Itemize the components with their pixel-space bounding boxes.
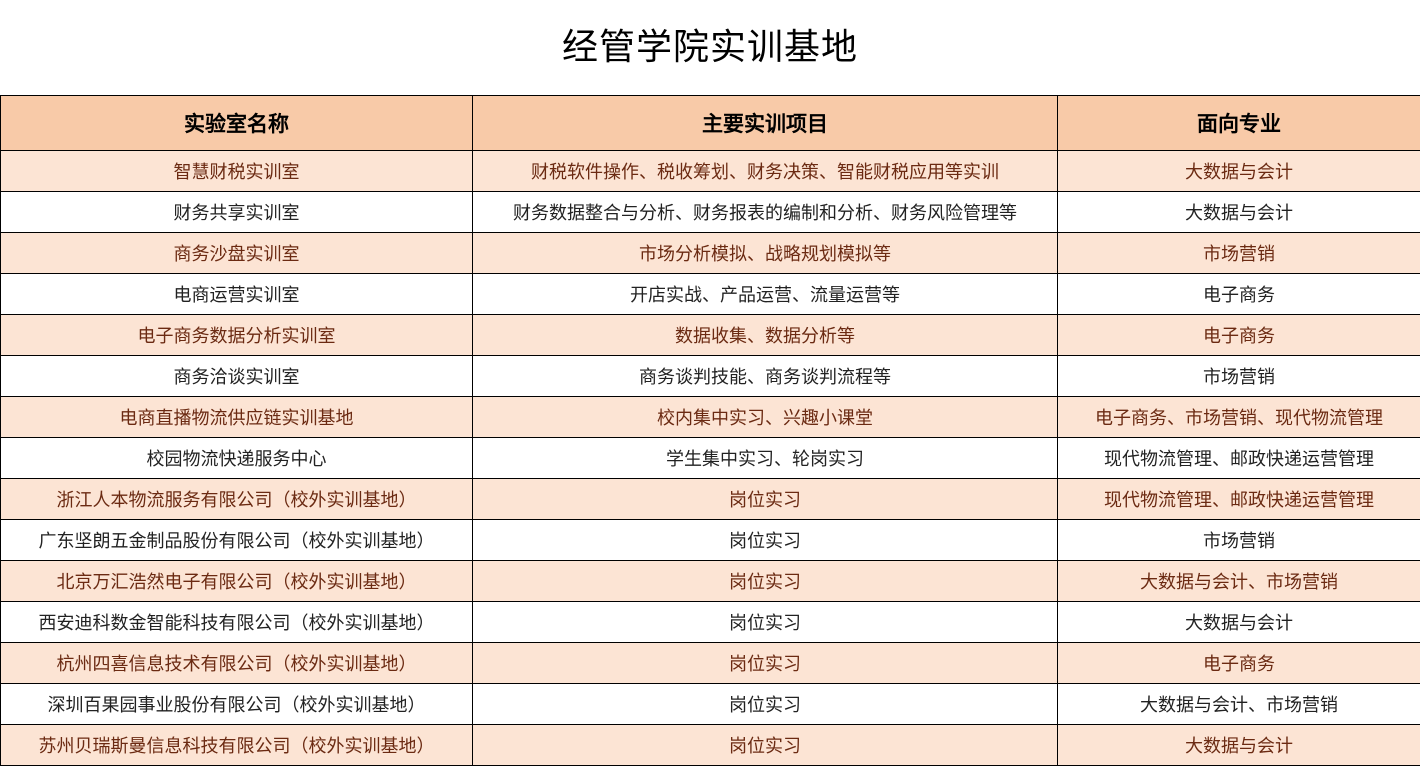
- header-lab-name: 实验室名称: [0, 95, 473, 151]
- training-projects-cell: 学生集中实习、轮岗实习: [472, 437, 1058, 479]
- table-row: 北京万汇浩然电子有限公司（校外实训基地） 岗位实习 大数据与会计、市场营销: [0, 560, 1420, 602]
- table-row: 智慧财税实训室 财税软件操作、税收筹划、财务决策、智能财税应用等实训 大数据与会计: [0, 150, 1420, 192]
- lab-name-cell: 商务洽谈实训室: [0, 355, 473, 397]
- majors-cell: 现代物流管理、邮政快递运营管理: [1057, 478, 1420, 520]
- majors-cell: 电子商务: [1057, 642, 1420, 684]
- lab-name-cell: 电商直播物流供应链实训基地: [0, 396, 473, 438]
- lab-name-cell: 深圳百果园事业股份有限公司（校外实训基地）: [0, 683, 473, 725]
- table-row: 电商运营实训室 开店实战、产品运营、流量运营等 电子商务: [0, 273, 1420, 315]
- table-row: 商务沙盘实训室 市场分析模拟、战略规划模拟等 市场营销: [0, 232, 1420, 274]
- majors-cell: 大数据与会计、市场营销: [1057, 560, 1420, 602]
- training-projects-cell: 校内集中实习、兴趣小课堂: [472, 396, 1058, 438]
- training-projects-cell: 数据收集、数据分析等: [472, 314, 1058, 356]
- lab-name-cell: 校园物流快递服务中心: [0, 437, 473, 479]
- lab-name-cell: 智慧财税实训室: [0, 150, 473, 192]
- majors-cell: 大数据与会计: [1057, 150, 1420, 192]
- training-projects-cell: 岗位实习: [472, 683, 1058, 725]
- table-row: 电商直播物流供应链实训基地 校内集中实习、兴趣小课堂 电子商务、市场营销、现代物流管…: [0, 396, 1420, 438]
- training-projects-cell: 财务数据整合与分析、财务报表的编制和分析、财务风险管理等: [472, 191, 1058, 233]
- majors-cell: 电子商务: [1057, 273, 1420, 315]
- training-projects-cell: 商务谈判技能、商务谈判流程等: [472, 355, 1058, 397]
- header-majors: 面向专业: [1057, 95, 1420, 151]
- table-row: 广东坚朗五金制品股份有限公司（校外实训基地） 岗位实习 市场营销: [0, 519, 1420, 561]
- lab-name-cell: 电商运营实训室: [0, 273, 473, 315]
- training-projects-cell: 岗位实习: [472, 519, 1058, 561]
- table-row: 电子商务数据分析实训室 数据收集、数据分析等 电子商务: [0, 314, 1420, 356]
- lab-name-cell: 商务沙盘实训室: [0, 232, 473, 274]
- lab-name-cell: 浙江人本物流服务有限公司（校外实训基地）: [0, 478, 473, 520]
- majors-cell: 市场营销: [1057, 519, 1420, 561]
- majors-cell: 大数据与会计: [1057, 601, 1420, 643]
- training-projects-cell: 岗位实习: [472, 724, 1058, 766]
- lab-name-cell: 苏州贝瑞斯曼信息科技有限公司（校外实训基地）: [0, 724, 473, 766]
- table-row: 杭州四喜信息技术有限公司（校外实训基地） 岗位实习 电子商务: [0, 642, 1420, 684]
- table-row: 商务洽谈实训室 商务谈判技能、商务谈判流程等 市场营销: [0, 355, 1420, 397]
- training-projects-cell: 岗位实习: [472, 560, 1058, 602]
- lab-name-cell: 电子商务数据分析实训室: [0, 314, 473, 356]
- training-projects-cell: 岗位实习: [472, 601, 1058, 643]
- table-row: 浙江人本物流服务有限公司（校外实训基地） 岗位实习 现代物流管理、邮政快递运营管理: [0, 478, 1420, 520]
- table-row: 苏州贝瑞斯曼信息科技有限公司（校外实训基地） 岗位实习 大数据与会计: [0, 724, 1420, 766]
- majors-cell: 现代物流管理、邮政快递运营管理: [1057, 437, 1420, 479]
- lab-name-cell: 杭州四喜信息技术有限公司（校外实训基地）: [0, 642, 473, 684]
- majors-cell: 大数据与会计: [1057, 191, 1420, 233]
- training-projects-cell: 财税软件操作、税收筹划、财务决策、智能财税应用等实训: [472, 150, 1058, 192]
- table-row: 西安迪科数金智能科技有限公司（校外实训基地） 岗位实习 大数据与会计: [0, 601, 1420, 643]
- table-row: 深圳百果园事业股份有限公司（校外实训基地） 岗位实习 大数据与会计、市场营销: [0, 683, 1420, 725]
- training-base-table: 实验室名称 主要实训项目 面向专业 智慧财税实训室 财税软件操作、税收筹划、财务决…: [0, 95, 1420, 766]
- training-projects-cell: 岗位实习: [472, 478, 1058, 520]
- majors-cell: 大数据与会计、市场营销: [1057, 683, 1420, 725]
- majors-cell: 电子商务: [1057, 314, 1420, 356]
- table-row: 校园物流快递服务中心 学生集中实习、轮岗实习 现代物流管理、邮政快递运营管理: [0, 437, 1420, 479]
- training-projects-cell: 岗位实习: [472, 642, 1058, 684]
- majors-cell: 市场营销: [1057, 232, 1420, 274]
- lab-name-cell: 北京万汇浩然电子有限公司（校外实训基地）: [0, 560, 473, 602]
- majors-cell: 市场营销: [1057, 355, 1420, 397]
- table-row: 财务共享实训室 财务数据整合与分析、财务报表的编制和分析、财务风险管理等 大数据与会…: [0, 191, 1420, 233]
- lab-name-cell: 广东坚朗五金制品股份有限公司（校外实训基地）: [0, 519, 473, 561]
- page-title: 经管学院实训基地: [561, 27, 858, 68]
- lab-name-cell: 西安迪科数金智能科技有限公司（校外实训基地）: [0, 601, 473, 643]
- training-projects-cell: 开店实战、产品运营、流量运营等: [472, 273, 1058, 315]
- majors-cell: 电子商务、市场营销、现代物流管理: [1057, 396, 1420, 438]
- header-training-projects: 主要实训项目: [472, 95, 1058, 151]
- table-header-row: 实验室名称 主要实训项目 面向专业: [0, 95, 1420, 151]
- majors-cell: 大数据与会计: [1057, 724, 1420, 766]
- lab-name-cell: 财务共享实训室: [0, 191, 473, 233]
- training-projects-cell: 市场分析模拟、战略规划模拟等: [472, 232, 1058, 274]
